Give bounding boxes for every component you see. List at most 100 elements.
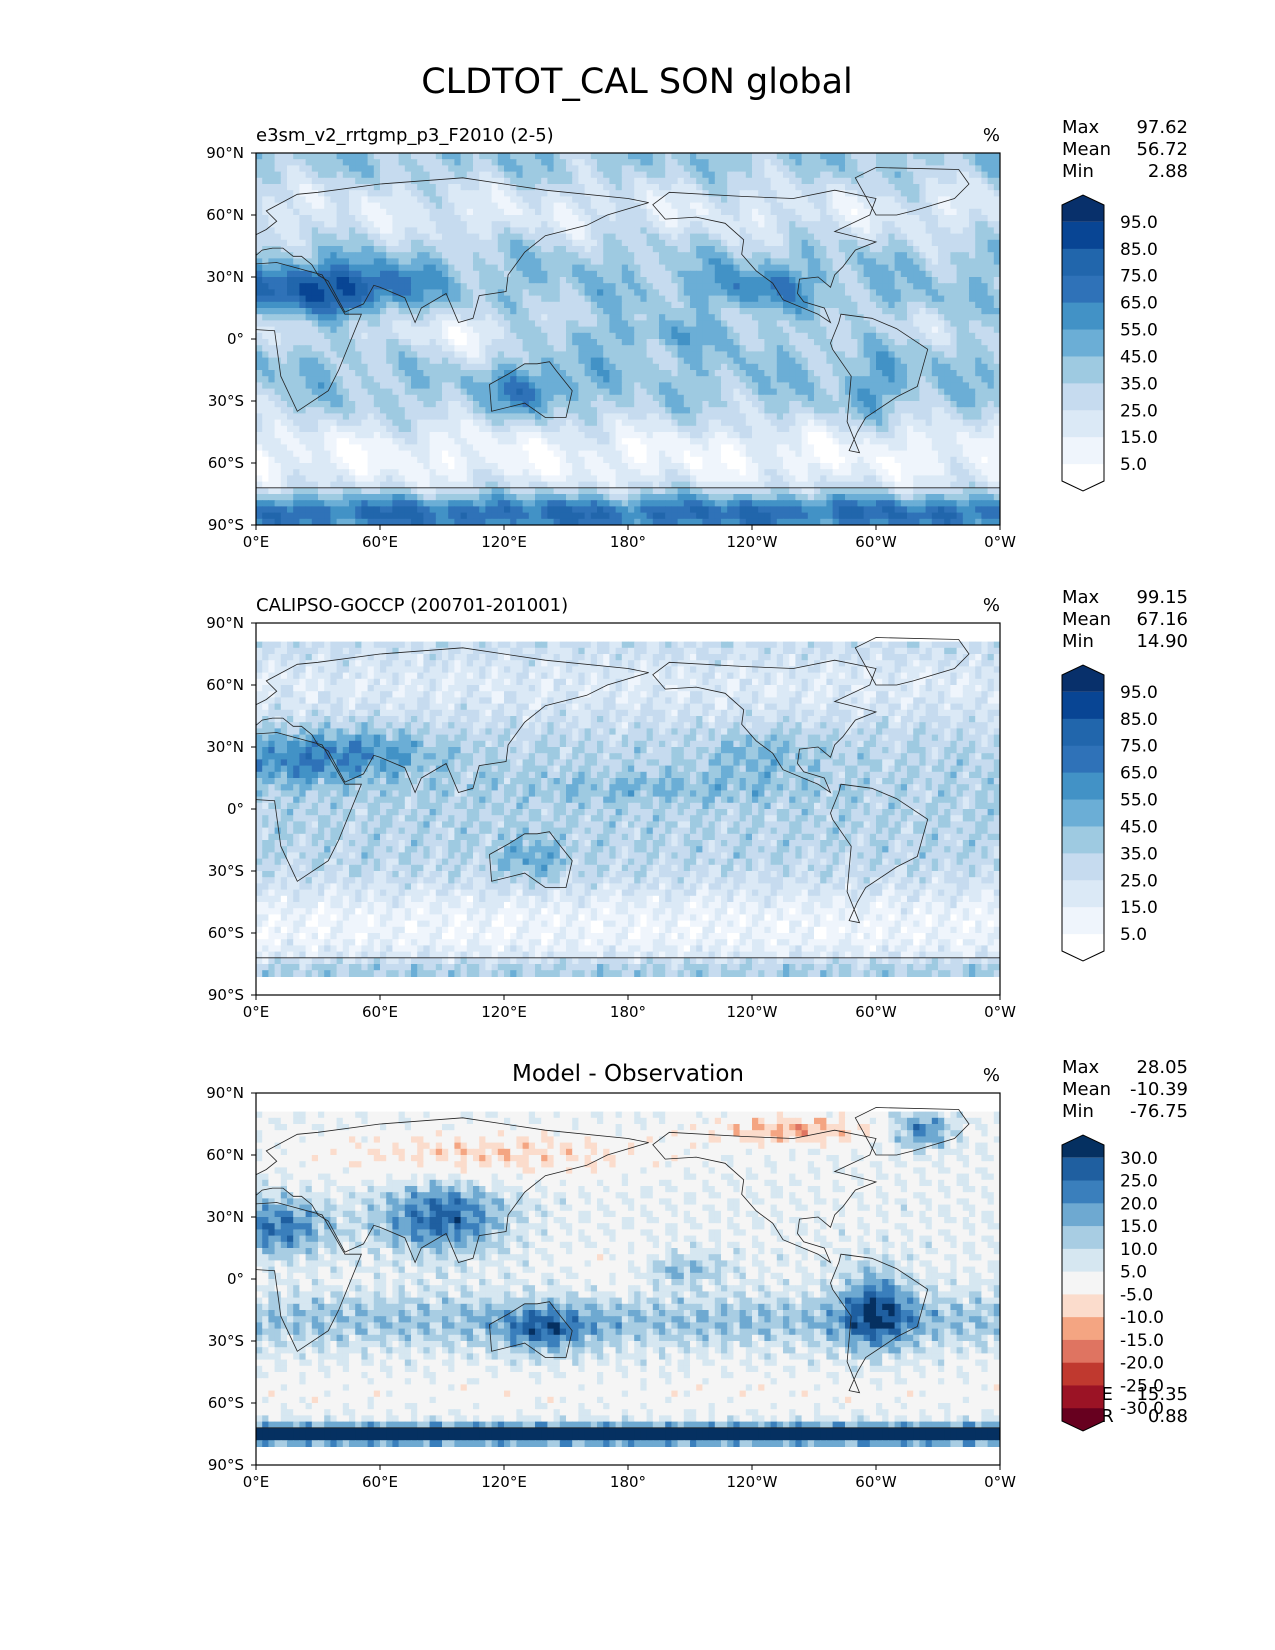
- colorbar-tick-label: 5.0: [1120, 455, 1147, 475]
- coastlines: [256, 167, 1000, 489]
- y-tick-label: 30°N: [206, 1208, 244, 1226]
- y-tick-label: 90°N: [206, 614, 244, 632]
- stat-label: Mean: [1062, 139, 1111, 160]
- x-tick-label: 180°: [610, 1003, 646, 1021]
- y-tick-label: 30°S: [208, 862, 244, 880]
- coastlines: [256, 1107, 1000, 1429]
- x-tick-label: 120°W: [727, 1003, 778, 1021]
- map-plot: [255, 622, 1001, 996]
- map-plot: [255, 1092, 1001, 1466]
- y-tick-label: 30°N: [206, 738, 244, 756]
- colorbar-tick-label: 15.0: [1120, 1217, 1158, 1237]
- colorbar-tick-label: 95.0: [1120, 213, 1158, 233]
- x-tick-label: 0°W: [984, 1003, 1016, 1021]
- stat-label: Min: [1062, 1101, 1094, 1122]
- stat-value: 15.35: [1136, 1384, 1188, 1405]
- colorbar-tick-label: 20.0: [1120, 1194, 1158, 1214]
- y-tick-label: 60°S: [208, 924, 244, 942]
- units-label: %: [983, 125, 1000, 146]
- colorbar-tick-label: 75.0: [1120, 737, 1158, 757]
- y-tick-label: 90°N: [206, 144, 244, 162]
- colorbar-tick-label: 35.0: [1120, 844, 1158, 864]
- colorbar-tick-label: 5.0: [1120, 1263, 1147, 1283]
- y-tick-label: 90°S: [208, 516, 244, 534]
- x-tick-label: 60°W: [855, 533, 897, 551]
- colorbar-tick-label: 30.0: [1120, 1149, 1158, 1169]
- x-tick-label: 0°E: [243, 1003, 270, 1021]
- colorbar-tick-label: 15.0: [1120, 898, 1158, 918]
- colorbar-tick-label: -15.0: [1120, 1331, 1164, 1351]
- colorbar-tick-label: 5.0: [1120, 925, 1147, 945]
- panel-title: e3sm_v2_rrtgmp_p3_F2010 (2-5): [256, 125, 554, 146]
- y-tick-label: 0°: [227, 330, 244, 348]
- colorbar-tick-label: -5.0: [1120, 1285, 1153, 1305]
- colorbar-tick-label: 45.0: [1120, 817, 1158, 837]
- colorbar-tick-label: 55.0: [1120, 791, 1158, 811]
- panel-1: e3sm_v2_rrtgmp_p3_F2010 (2-5) % 0°E 60°E 120…: [206, 117, 1188, 551]
- panel-title: Model - Observation: [512, 1061, 744, 1087]
- colorbar: 95.0 85.0 75.0 65.0 55.0 45.0 35.0 25.0 15.0 5.0: [1061, 194, 1158, 492]
- colorbar-tick-label: -25.0: [1120, 1376, 1164, 1396]
- x-tick-label: 120°E: [481, 1473, 527, 1491]
- y-tick-label: 60°S: [208, 454, 244, 472]
- y-tick-label: 30°N: [206, 268, 244, 286]
- colorbar-tick-label: 65.0: [1120, 764, 1158, 784]
- units-label: %: [983, 1065, 1000, 1086]
- y-tick-label: 30°S: [208, 1332, 244, 1350]
- y-tick-label: 90°S: [208, 1456, 244, 1474]
- figure-title: CLDTOT_CAL SON global: [421, 62, 853, 102]
- colorbar-tick-label: -20.0: [1120, 1354, 1164, 1374]
- x-tick-label: 60°E: [362, 533, 398, 551]
- stat-label: Max: [1062, 587, 1100, 608]
- x-tick-label: 120°W: [727, 533, 778, 551]
- colorbar-tick-label: 25.0: [1120, 871, 1158, 891]
- colorbar-tick-label: 65.0: [1120, 294, 1158, 314]
- colorbar-tick-label: 25.0: [1120, 401, 1158, 421]
- stat-value: -76.75: [1130, 1101, 1188, 1122]
- stat-value: 0.88: [1148, 1406, 1188, 1427]
- x-tick-label: 60°E: [362, 1473, 398, 1491]
- stat-value: 2.88: [1148, 161, 1188, 182]
- x-tick-label: 0°W: [984, 1473, 1016, 1491]
- x-tick-label: 60°W: [855, 1003, 897, 1021]
- colorbar-tick-label: 45.0: [1120, 347, 1158, 367]
- stat-label: Mean: [1062, 1079, 1111, 1100]
- stat-value: 28.05: [1136, 1057, 1188, 1078]
- panel-title: CALIPSO-GOCCP (200701-201001): [256, 595, 568, 616]
- y-tick-label: 0°: [227, 800, 244, 818]
- stat-label: Min: [1062, 631, 1094, 652]
- colorbar-tick-label: 75.0: [1120, 267, 1158, 287]
- colorbar-tick-label: 25.0: [1120, 1172, 1158, 1192]
- units-label: %: [983, 595, 1000, 616]
- colorbar-tick-label: 35.0: [1120, 374, 1158, 394]
- y-tick-label: 60°N: [206, 1146, 244, 1164]
- x-tick-label: 60°W: [855, 1473, 897, 1491]
- y-tick-label: 0°: [227, 1270, 244, 1288]
- stat-label: Max: [1062, 117, 1100, 138]
- x-tick-label: 180°: [610, 533, 646, 551]
- colorbar-tick-label: 10.0: [1120, 1240, 1158, 1260]
- colorbar: 30.0 25.020.0 15.0 10.0 5.0-5.0 -10.0 -15.0 -20…: [1061, 1134, 1164, 1432]
- x-tick-label: 60°E: [362, 1003, 398, 1021]
- stat-value: 56.72: [1136, 139, 1188, 160]
- y-tick-label: 30°S: [208, 392, 244, 410]
- y-tick-label: 60°S: [208, 1394, 244, 1412]
- x-tick-label: 120°E: [481, 533, 527, 551]
- stat-label: Min: [1062, 161, 1094, 182]
- stat-value: 97.62: [1136, 117, 1188, 138]
- stat-label: Max: [1062, 1057, 1100, 1078]
- panel-2: CALIPSO-GOCCP (200701-201001) % 0°E 60°E 120…: [206, 587, 1188, 1021]
- coastlines: [256, 637, 1000, 959]
- colorbar-tick-label: 85.0: [1120, 240, 1158, 260]
- y-tick-label: 60°N: [206, 206, 244, 224]
- x-tick-label: 0°W: [984, 533, 1016, 551]
- panel-3: Model - Observation % 0°E 60°E 120°E 180° 120°…: [206, 1057, 1188, 1491]
- x-tick-label: 180°: [610, 1473, 646, 1491]
- x-tick-label: 120°W: [727, 1473, 778, 1491]
- colorbar-tick-label: 95.0: [1120, 683, 1158, 703]
- colorbar-tick-label: -30.0: [1120, 1399, 1164, 1419]
- x-tick-label: 120°E: [481, 1003, 527, 1021]
- colorbar: 95.0 85.0 75.0 65.0 55.0 45.0 35.0 25.0 15.0 5.0: [1061, 664, 1158, 962]
- x-tick-label: 0°E: [243, 533, 270, 551]
